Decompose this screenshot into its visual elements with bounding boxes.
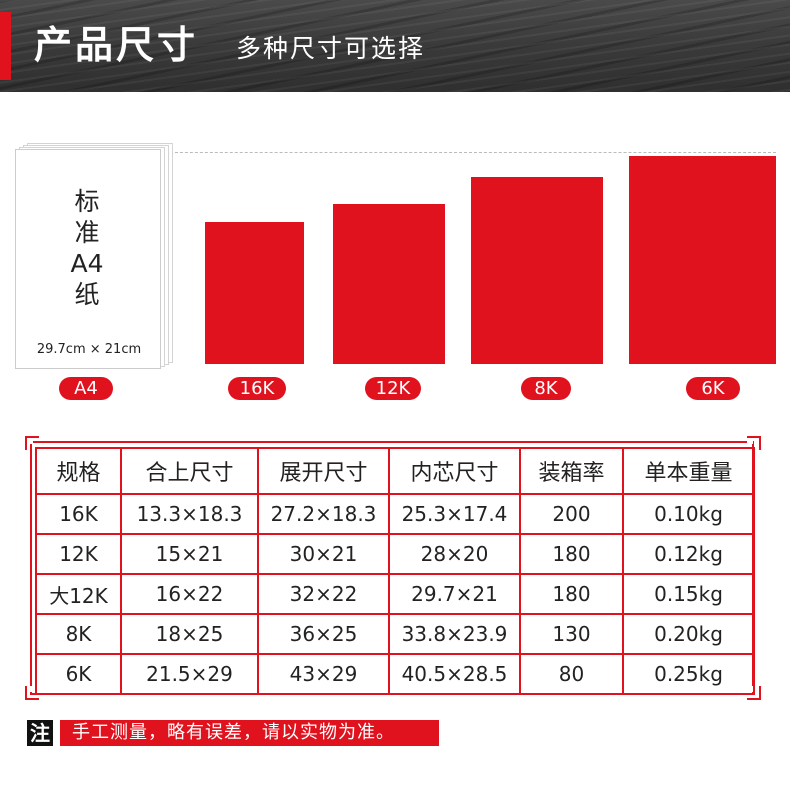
size-block-16k bbox=[205, 222, 304, 364]
table-cell: 200 bbox=[519, 493, 624, 535]
table-cell: 30×21 bbox=[257, 533, 390, 575]
table-cell: 6K bbox=[35, 653, 122, 695]
table-cell: 0.15kg bbox=[622, 573, 755, 615]
size-tag-a4: A4 bbox=[59, 377, 113, 400]
header-unit-weight: 单本重量 bbox=[622, 447, 755, 495]
corner-mark bbox=[747, 436, 761, 450]
header-open-size: 展开尺寸 bbox=[257, 447, 390, 495]
table-cell: 0.25kg bbox=[622, 653, 755, 695]
header-spec: 规格 bbox=[35, 447, 122, 495]
table-cell: 36×25 bbox=[257, 613, 390, 655]
table-cell: 27.2×18.3 bbox=[257, 493, 390, 535]
a4-paper-stack bbox=[15, 143, 175, 369]
a4-dimension-text: 29.7cm × 21cm bbox=[36, 342, 142, 357]
table-cell: 8K bbox=[35, 613, 122, 655]
table-cell: 16×22 bbox=[120, 573, 259, 615]
header-inner-size: 内芯尺寸 bbox=[388, 447, 521, 495]
corner-mark bbox=[25, 436, 39, 450]
table-cell: 18×25 bbox=[120, 613, 259, 655]
table-cell: 13.3×18.3 bbox=[120, 493, 259, 535]
size-tag-16k: 16K bbox=[228, 377, 286, 400]
size-block-6k bbox=[629, 156, 776, 364]
table-cell: 130 bbox=[519, 613, 624, 655]
table-cell: 29.7×21 bbox=[388, 573, 521, 615]
corner-mark bbox=[25, 686, 39, 700]
table-cell: 0.20kg bbox=[622, 613, 755, 655]
table-row: 12K 15×21 30×21 28×20 180 0.12kg bbox=[35, 533, 755, 575]
table-row: 8K 18×25 36×25 33.8×23.9 130 0.20kg bbox=[35, 613, 755, 655]
paper-sheet bbox=[15, 149, 161, 369]
table-cell: 43×29 bbox=[257, 653, 390, 695]
table-cell: 80 bbox=[519, 653, 624, 695]
table-cell: 28×20 bbox=[388, 533, 521, 575]
size-tag-6k: 6K bbox=[686, 377, 740, 400]
table-cell: 40.5×28.5 bbox=[388, 653, 521, 695]
table-cell: 25.3×17.4 bbox=[388, 493, 521, 535]
table-header-row: 规格 合上尺寸 展开尺寸 内芯尺寸 装箱率 单本重量 bbox=[35, 447, 755, 495]
a4-label-char: 准 bbox=[74, 218, 100, 247]
header-closed-size: 合上尺寸 bbox=[120, 447, 259, 495]
spec-table: 规格 合上尺寸 展开尺寸 内芯尺寸 装箱率 单本重量 16K 13.3×18.3… bbox=[35, 447, 755, 695]
table-row: 6K 21.5×29 43×29 40.5×28.5 80 0.25kg bbox=[35, 653, 755, 695]
page-subtitle: 多种尺寸可选择 bbox=[236, 34, 426, 63]
a4-paper-label: 标 准 A4 纸 bbox=[15, 186, 159, 310]
table-cell: 15×21 bbox=[120, 533, 259, 575]
a4-label-char: A4 bbox=[70, 249, 104, 278]
note-text: 手工测量，略有误差，请以实物为准。 bbox=[60, 720, 439, 746]
size-tag-8k: 8K bbox=[521, 377, 571, 400]
table-cell: 21.5×29 bbox=[120, 653, 259, 695]
table-cell: 180 bbox=[519, 573, 624, 615]
table-cell: 12K bbox=[35, 533, 122, 575]
size-block-8k bbox=[471, 177, 603, 364]
table-cell: 0.10kg bbox=[622, 493, 755, 535]
size-block-12k bbox=[333, 204, 445, 364]
table-row: 大12K 16×22 32×22 29.7×21 180 0.15kg bbox=[35, 573, 755, 615]
table-row: 16K 13.3×18.3 27.2×18.3 25.3×17.4 200 0.… bbox=[35, 493, 755, 535]
table-cell: 0.12kg bbox=[622, 533, 755, 575]
size-tag-12k: 12K bbox=[365, 377, 421, 400]
table-cell: 16K bbox=[35, 493, 122, 535]
header-pack-rate: 装箱率 bbox=[519, 447, 624, 495]
table-cell: 大12K bbox=[35, 573, 122, 615]
note-label: 注 bbox=[27, 720, 53, 746]
table-cell: 180 bbox=[519, 533, 624, 575]
table-cell: 32×22 bbox=[257, 573, 390, 615]
banner-accent-bar bbox=[0, 12, 11, 80]
a4-label-char: 纸 bbox=[74, 280, 100, 309]
top-guide-line bbox=[160, 152, 776, 153]
header-banner: 产品尺寸 多种尺寸可选择 bbox=[0, 0, 790, 92]
page-title: 产品尺寸 bbox=[34, 23, 199, 67]
table-cell: 33.8×23.9 bbox=[388, 613, 521, 655]
a4-label-char: 标 bbox=[74, 187, 100, 216]
